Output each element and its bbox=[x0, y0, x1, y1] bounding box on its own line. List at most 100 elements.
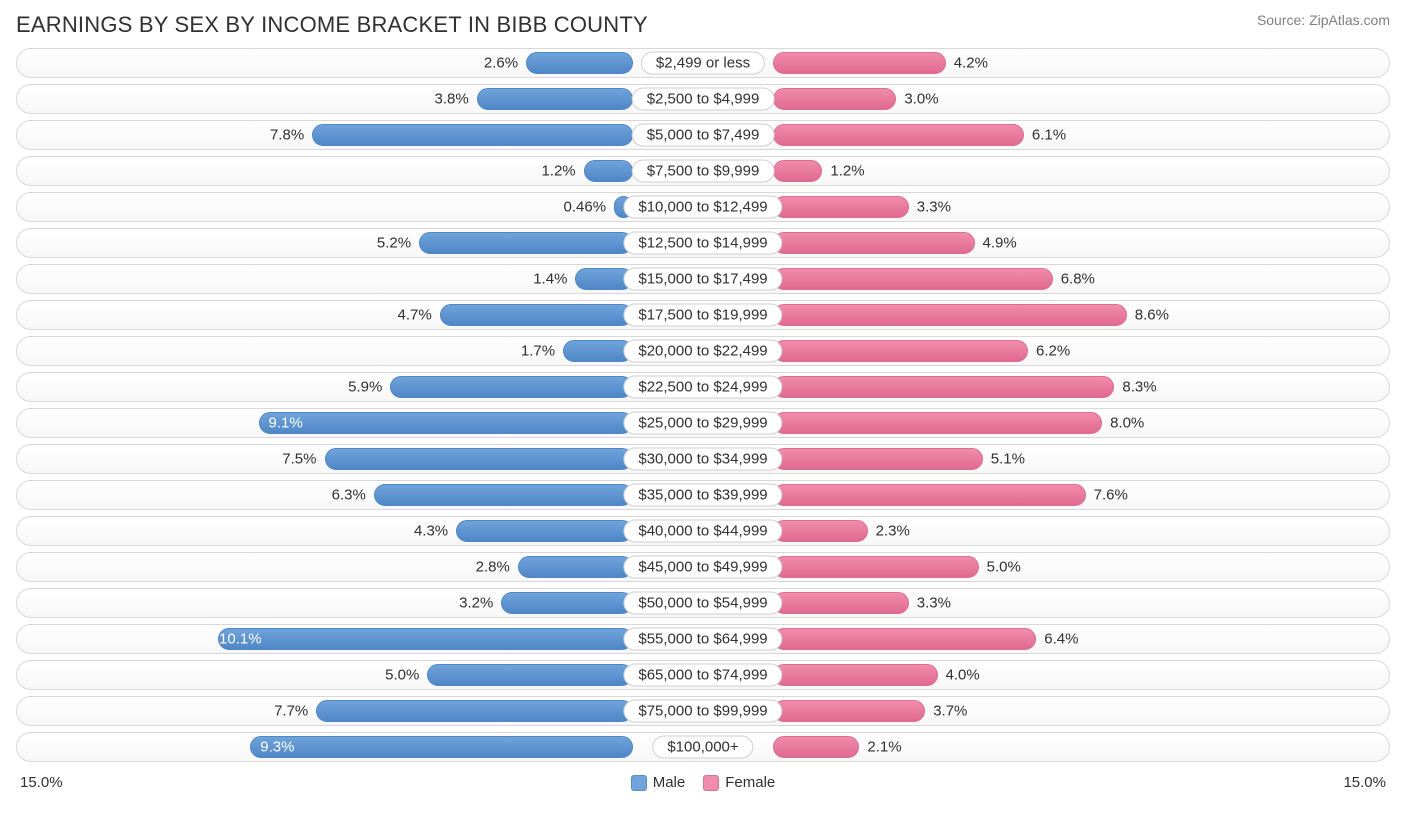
axis-max-left: 15.0% bbox=[20, 774, 63, 791]
male-value: 4.7% bbox=[397, 307, 431, 324]
female-bar bbox=[773, 556, 979, 578]
bracket-label: $25,000 to $29,999 bbox=[623, 412, 782, 435]
female-bar bbox=[773, 304, 1127, 326]
female-value: 3.3% bbox=[917, 595, 951, 612]
male-value: 7.8% bbox=[270, 127, 304, 144]
female-bar bbox=[773, 196, 909, 218]
male-bar bbox=[518, 556, 633, 578]
legend-swatch-male bbox=[631, 775, 647, 791]
bracket-label: $10,000 to $12,499 bbox=[623, 196, 782, 219]
legend-item-female: Female bbox=[703, 774, 775, 791]
bracket-label: $100,000+ bbox=[652, 736, 753, 759]
female-value: 4.2% bbox=[954, 55, 988, 72]
chart-row: $50,000 to $54,9993.2%3.3% bbox=[16, 588, 1390, 618]
male-value: 9.1% bbox=[268, 415, 302, 432]
bracket-label: $22,500 to $24,999 bbox=[623, 376, 782, 399]
male-bar bbox=[312, 124, 633, 146]
male-value: 2.8% bbox=[476, 559, 510, 576]
chart-row: $20,000 to $22,499 1.7% 6.2% bbox=[16, 336, 1390, 366]
chart-row: $40,000 to $44,999 4.3% 2.3% bbox=[16, 516, 1390, 546]
male-bar bbox=[456, 520, 633, 542]
legend-swatch-female bbox=[703, 775, 719, 791]
male-bar bbox=[250, 736, 633, 758]
male-value: 10.1% bbox=[219, 631, 262, 648]
chart-row: $55,000 to $64,999 10.1% 6.4% bbox=[16, 624, 1390, 654]
axis-max-right: 15.0% bbox=[1343, 774, 1386, 791]
chart-row: $12,500 to $14,9995.2%4.9% bbox=[16, 228, 1390, 258]
chart-row: $100,000+ 9.3% 2.1% bbox=[16, 732, 1390, 762]
legend-label-female: Female bbox=[725, 774, 775, 791]
male-bar bbox=[584, 160, 633, 182]
male-bar bbox=[419, 232, 633, 254]
female-bar bbox=[773, 124, 1024, 146]
chart-row: $25,000 to $29,999 9.1% 8.0% bbox=[16, 408, 1390, 438]
chart-title: EARNINGS BY SEX BY INCOME BRACKET IN BIB… bbox=[16, 12, 648, 38]
male-value: 5.9% bbox=[348, 379, 382, 396]
chart-row: $22,500 to $24,999 5.9% 8.3% bbox=[16, 372, 1390, 402]
chart-container: EARNINGS BY SEX BY INCOME BRACKET IN BIB… bbox=[0, 0, 1406, 799]
male-value: 4.3% bbox=[414, 523, 448, 540]
female-value: 6.4% bbox=[1044, 631, 1078, 648]
male-value: 0.46% bbox=[564, 199, 607, 216]
female-bar bbox=[773, 628, 1036, 650]
male-value: 7.5% bbox=[282, 451, 316, 468]
female-bar bbox=[773, 448, 983, 470]
male-bar bbox=[440, 304, 633, 326]
legend-label-male: Male bbox=[653, 774, 686, 791]
female-value: 5.1% bbox=[991, 451, 1025, 468]
female-value: 8.0% bbox=[1110, 415, 1144, 432]
chart-row: $35,000 to $39,9996.3%7.6% bbox=[16, 480, 1390, 510]
male-bar bbox=[501, 592, 633, 614]
male-bar bbox=[390, 376, 633, 398]
female-value: 7.6% bbox=[1094, 487, 1128, 504]
female-bar bbox=[773, 376, 1114, 398]
female-bar bbox=[773, 268, 1053, 290]
female-value: 8.6% bbox=[1135, 307, 1169, 324]
male-bar bbox=[316, 700, 633, 722]
male-bar bbox=[477, 88, 633, 110]
bracket-label: $55,000 to $64,999 bbox=[623, 628, 782, 651]
male-value: 7.7% bbox=[274, 703, 308, 720]
male-value: 2.6% bbox=[484, 55, 518, 72]
female-bar bbox=[773, 160, 822, 182]
male-value: 1.7% bbox=[521, 343, 555, 360]
male-bar bbox=[374, 484, 633, 506]
female-value: 2.1% bbox=[867, 739, 901, 756]
female-bar bbox=[773, 592, 909, 614]
chart-row: $75,000 to $99,999 7.7% 3.7% bbox=[16, 696, 1390, 726]
bracket-label: $45,000 to $49,999 bbox=[623, 556, 782, 579]
bracket-label: $2,500 to $4,999 bbox=[632, 88, 775, 111]
bracket-label: $30,000 to $34,999 bbox=[623, 448, 782, 471]
male-bar bbox=[218, 628, 633, 650]
bracket-label: $20,000 to $22,499 bbox=[623, 340, 782, 363]
bracket-label: $15,000 to $17,499 bbox=[623, 268, 782, 291]
female-bar bbox=[773, 520, 868, 542]
male-value: 1.2% bbox=[541, 163, 575, 180]
male-value: 9.3% bbox=[260, 739, 294, 756]
female-value: 6.1% bbox=[1032, 127, 1066, 144]
header: EARNINGS BY SEX BY INCOME BRACKET IN BIB… bbox=[16, 12, 1390, 38]
female-value: 4.0% bbox=[946, 667, 980, 684]
female-value: 2.3% bbox=[876, 523, 910, 540]
bracket-label: $7,500 to $9,999 bbox=[632, 160, 775, 183]
chart-row: $65,000 to $74,9995.0%4.0% bbox=[16, 660, 1390, 690]
male-bar bbox=[526, 52, 633, 74]
male-value: 3.8% bbox=[435, 91, 469, 108]
chart-row: $2,500 to $4,999 3.8% 3.0% bbox=[16, 84, 1390, 114]
bracket-label: $75,000 to $99,999 bbox=[623, 700, 782, 723]
bracket-label: $65,000 to $74,999 bbox=[623, 664, 782, 687]
female-value: 6.2% bbox=[1036, 343, 1070, 360]
female-bar bbox=[773, 340, 1028, 362]
diverging-bar-chart: $2,499 or less2.6%4.2%$2,500 to $4,9993.… bbox=[16, 48, 1390, 762]
male-value: 5.2% bbox=[377, 235, 411, 252]
source-attribution: Source: ZipAtlas.com bbox=[1257, 12, 1390, 28]
female-value: 1.2% bbox=[830, 163, 864, 180]
female-value: 3.7% bbox=[933, 703, 967, 720]
bracket-label: $40,000 to $44,999 bbox=[623, 520, 782, 543]
female-bar bbox=[773, 52, 946, 74]
legend: Male Female bbox=[631, 774, 776, 791]
axis-row: 15.0% Male Female 15.0% bbox=[16, 768, 1390, 791]
female-value: 8.3% bbox=[1122, 379, 1156, 396]
female-value: 3.0% bbox=[904, 91, 938, 108]
female-value: 3.3% bbox=[917, 199, 951, 216]
